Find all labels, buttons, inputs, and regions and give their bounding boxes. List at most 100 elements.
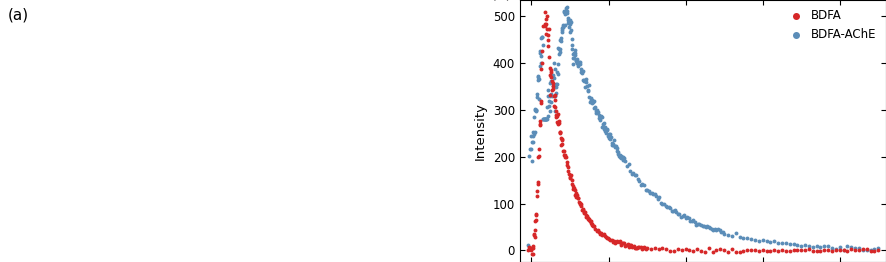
- BDFA: [520, 248, 534, 252]
- BDFA-AChE: [525, 146, 539, 151]
- BDFA: [543, 93, 557, 97]
- BDFA-AChE: [526, 134, 540, 138]
- BDFA-AChE: [568, 53, 582, 57]
- BDFA: [585, 222, 599, 226]
- BDFA: [538, 10, 552, 14]
- BDFA-AChE: [563, 22, 577, 26]
- BDFA-AChE: [531, 75, 545, 79]
- BDFA: [751, 249, 766, 253]
- BDFA-AChE: [564, 37, 579, 41]
- BDFA: [556, 141, 570, 146]
- BDFA: [592, 230, 606, 234]
- BDFA: [798, 248, 812, 252]
- BDFA: [586, 223, 600, 228]
- BDFA-AChE: [598, 128, 612, 133]
- BDFA-AChE: [532, 77, 546, 81]
- BDFA: [603, 238, 618, 242]
- BDFA-AChE: [599, 130, 613, 135]
- BDFA-AChE: [538, 117, 552, 121]
- BDFA: [674, 248, 688, 252]
- BDFA: [529, 212, 543, 217]
- BDFA-AChE: [538, 117, 552, 121]
- BDFA: [608, 241, 622, 245]
- BDFA-AChE: [559, 6, 573, 10]
- BDFA-AChE: [844, 245, 859, 249]
- BDFA: [530, 194, 544, 198]
- BDFA: [551, 122, 565, 126]
- BDFA: [619, 243, 633, 247]
- BDFA-AChE: [703, 225, 718, 230]
- BDFA-AChE: [571, 62, 586, 66]
- BDFA-AChE: [688, 220, 702, 224]
- BDFA-AChE: [680, 215, 695, 219]
- BDFA: [864, 249, 878, 253]
- BDFA-AChE: [660, 205, 674, 209]
- BDFA-AChE: [552, 52, 566, 56]
- BDFA: [570, 194, 584, 199]
- BDFA: [532, 154, 546, 158]
- BDFA: [568, 193, 582, 197]
- BDFA-AChE: [538, 117, 552, 121]
- BDFA: [841, 249, 855, 253]
- BDFA: [540, 14, 554, 18]
- BDFA-AChE: [553, 50, 567, 54]
- BDFA: [551, 121, 565, 125]
- BDFA: [525, 246, 539, 250]
- BDFA-AChE: [555, 28, 569, 32]
- BDFA: [569, 191, 583, 195]
- BDFA: [810, 248, 824, 253]
- BDFA-AChE: [625, 172, 639, 176]
- BDFA-AChE: [566, 56, 580, 60]
- BDFA-AChE: [748, 238, 762, 242]
- BDFA: [606, 239, 620, 244]
- BDFA: [525, 252, 540, 256]
- BDFA: [527, 235, 541, 239]
- BDFA: [567, 186, 581, 190]
- BDFA: [671, 247, 685, 251]
- BDFA: [538, 22, 552, 26]
- BDFA-AChE: [535, 35, 549, 39]
- BDFA-AChE: [579, 77, 593, 81]
- BDFA: [618, 241, 632, 245]
- BDFA: [550, 112, 564, 116]
- BDFA: [526, 244, 540, 248]
- BDFA-AChE: [556, 23, 570, 28]
- BDFA: [615, 241, 629, 245]
- BDFA-AChE: [716, 230, 730, 234]
- BDFA: [682, 248, 696, 252]
- BDFA-AChE: [557, 10, 571, 14]
- BDFA: [848, 248, 862, 252]
- BDFA: [565, 184, 579, 188]
- BDFA: [561, 165, 575, 169]
- BDFA: [531, 182, 545, 186]
- BDFA-AChE: [528, 107, 542, 111]
- BDFA: [618, 243, 633, 248]
- BDFA: [532, 122, 547, 126]
- BDFA-AChE: [562, 25, 576, 29]
- BDFA: [548, 93, 562, 97]
- BDFA: [828, 248, 843, 253]
- BDFA-AChE: [544, 100, 558, 105]
- BDFA: [540, 26, 555, 31]
- BDFA-AChE: [848, 246, 862, 250]
- BDFA-AChE: [550, 70, 564, 74]
- BDFA: [589, 228, 603, 233]
- BDFA: [794, 248, 808, 252]
- BDFA-AChE: [704, 226, 719, 231]
- BDFA-AChE: [609, 144, 623, 148]
- BDFA-AChE: [544, 92, 558, 96]
- BDFA-AChE: [825, 245, 839, 250]
- BDFA-AChE: [549, 82, 563, 86]
- BDFA: [568, 188, 582, 192]
- BDFA-AChE: [616, 154, 630, 159]
- BDFA-AChE: [828, 247, 843, 252]
- BDFA-AChE: [526, 132, 540, 136]
- BDFA-AChE: [528, 107, 542, 112]
- BDFA-AChE: [611, 152, 626, 156]
- BDFA-AChE: [540, 117, 554, 121]
- BDFA: [560, 163, 574, 167]
- BDFA-AChE: [541, 88, 556, 92]
- BDFA-AChE: [657, 202, 671, 206]
- BDFA-AChE: [698, 225, 712, 229]
- BDFA-AChE: [610, 149, 625, 153]
